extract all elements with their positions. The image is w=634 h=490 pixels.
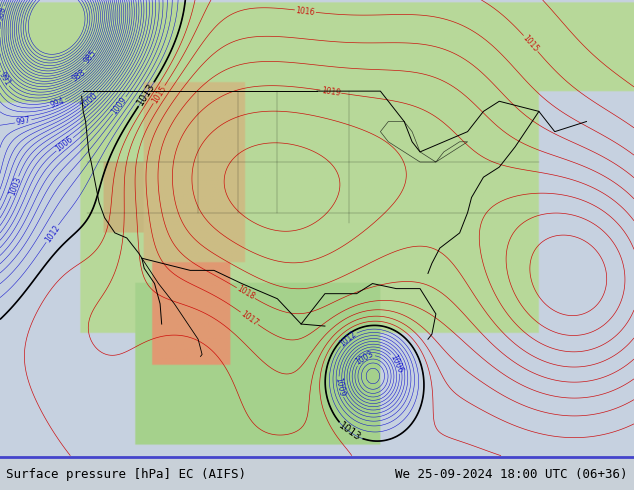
Text: 997: 997 <box>15 116 31 127</box>
Text: 1018: 1018 <box>235 284 256 302</box>
Text: 1009: 1009 <box>333 377 346 397</box>
Text: 1015: 1015 <box>521 33 540 54</box>
Text: 1013: 1013 <box>136 81 157 107</box>
Text: 1006: 1006 <box>389 353 404 374</box>
Text: Surface pressure [hPa] EC (AIFS): Surface pressure [hPa] EC (AIFS) <box>6 468 247 481</box>
Text: 1003: 1003 <box>354 349 375 367</box>
Text: 988: 988 <box>70 68 87 83</box>
Text: 994: 994 <box>49 96 66 109</box>
Text: 1019: 1019 <box>321 86 341 98</box>
Text: We 25-09-2024 18:00 UTC (06+36): We 25-09-2024 18:00 UTC (06+36) <box>395 468 628 481</box>
Text: 1013: 1013 <box>337 421 363 443</box>
Text: 1009: 1009 <box>110 95 129 116</box>
Text: 1012: 1012 <box>338 329 358 348</box>
Text: 991: 991 <box>0 71 12 88</box>
Text: 1016: 1016 <box>295 5 315 17</box>
Text: 1000: 1000 <box>79 91 100 110</box>
Text: 1012: 1012 <box>43 223 61 244</box>
Text: 1015: 1015 <box>150 84 168 105</box>
Text: 1003: 1003 <box>7 175 23 197</box>
Text: 1006: 1006 <box>55 135 75 154</box>
Text: 988: 988 <box>0 6 8 22</box>
Text: 985: 985 <box>82 49 98 66</box>
Text: 1017: 1017 <box>239 309 260 328</box>
